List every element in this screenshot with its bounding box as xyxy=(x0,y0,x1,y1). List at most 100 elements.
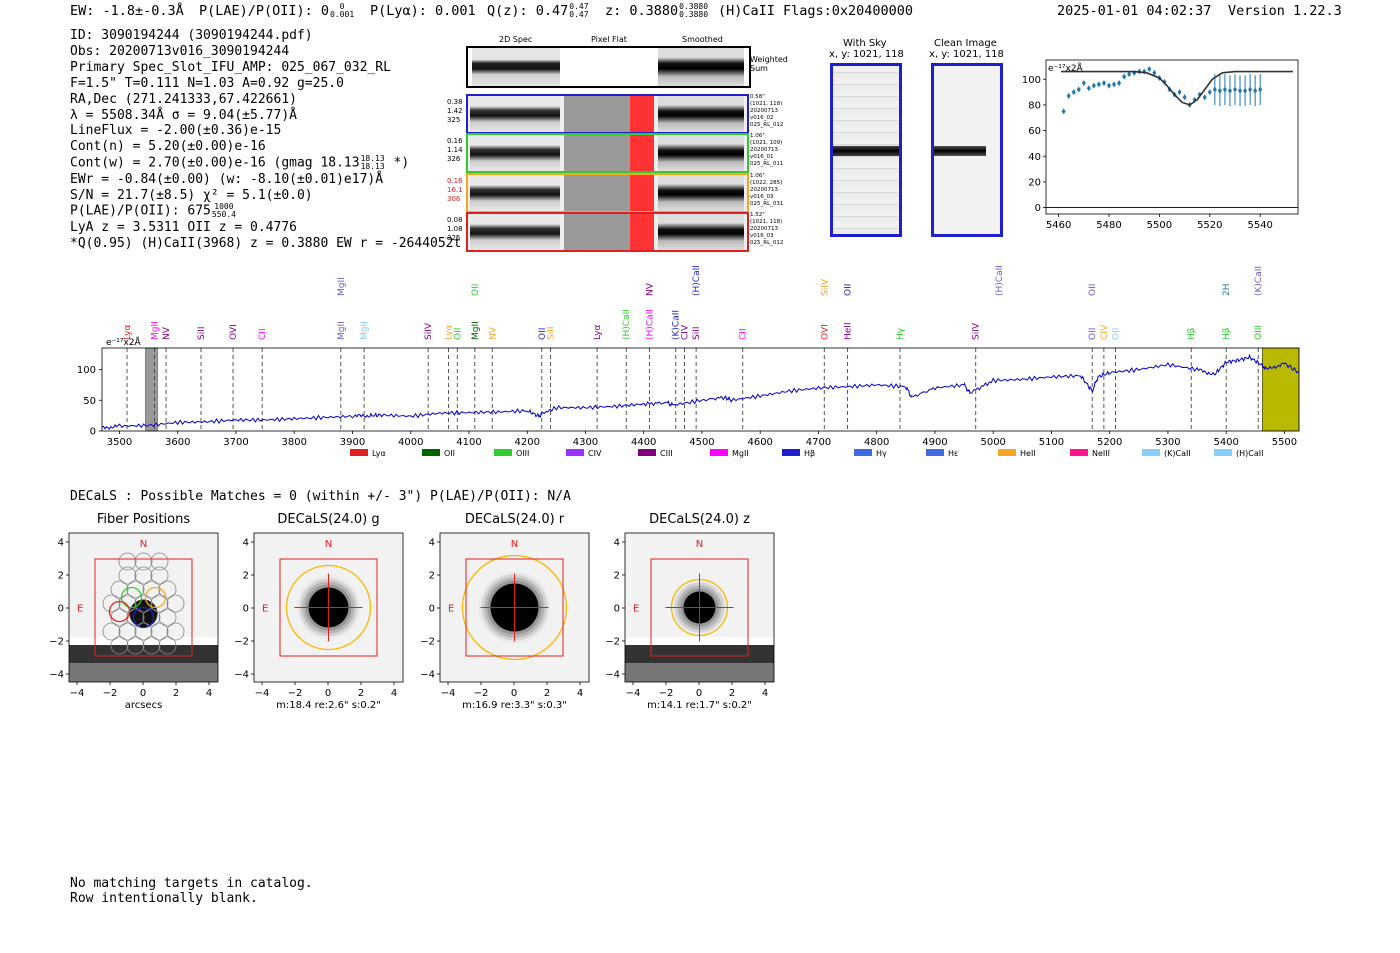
spectrum-legend-label: OIII xyxy=(516,449,529,458)
spectrum-upper-label: OII xyxy=(1088,284,1098,296)
thumbnail-box xyxy=(279,558,378,657)
spectrum-line-label: MgII xyxy=(337,321,347,340)
spectrum-upper-label: OII xyxy=(844,284,854,296)
spectrum-legend-label: CIII xyxy=(660,449,673,458)
cutout-row-2 xyxy=(466,133,749,173)
thumbnail-title: DECaLS(24.0) r xyxy=(464,512,565,527)
clean-image-coord: x, y: 1021, 118 xyxy=(929,49,1004,60)
cutout-row-3 xyxy=(466,173,749,213)
cutout-row-left-labels: 0.08 1.08 325 xyxy=(447,216,463,243)
zoom-ytick-label: 0 xyxy=(1035,203,1041,214)
thumbnail-east: E xyxy=(633,604,639,615)
thumbnail-ytick-label: 0 xyxy=(614,604,620,615)
zoom-point xyxy=(1061,108,1066,115)
cutout-row-4 xyxy=(466,212,749,252)
spectrum-line-label: MgII xyxy=(150,321,160,340)
spectrum-legend-swatch xyxy=(1070,449,1088,456)
cutout-row-right-labels: 1.06" (1022, 285) 20200713 v016_03 025_RL_03… xyxy=(750,173,783,208)
zoom-chart-scale: e⁻¹⁷x2Å xyxy=(1048,62,1084,74)
info-contw-end: *) xyxy=(393,155,410,171)
info-plae-sub: 550.4 xyxy=(211,210,236,220)
fiber-position xyxy=(158,580,177,599)
header-qz-label: Q(z): 0.47 xyxy=(487,3,569,19)
header-plae-sub: 0.001 xyxy=(330,10,355,19)
cutout-row-2dspec xyxy=(470,96,560,132)
zoom-point xyxy=(1096,81,1101,88)
thumbnail-artifact-band xyxy=(625,663,774,682)
thumbnail-xtick-label: −4 xyxy=(441,688,456,699)
cutout-left-value: 1.14 xyxy=(447,146,463,154)
zoom-ytick-label: 40 xyxy=(1028,152,1041,163)
thumbnail-4: N E −4 −4 −2 −2 0 0 2 2 4 4 m:14.1 re:1.7" s:0.2" xyxy=(605,532,775,711)
spectrum-xtick-label: 5500 xyxy=(1272,437,1297,448)
thumbnail-xtick-label: −4 xyxy=(626,688,641,699)
spectrum-legend-label: Lyα xyxy=(372,449,386,458)
info-plae: P(LAE)/P(OII): 675 1000 550.4 xyxy=(70,203,461,219)
zoom-point xyxy=(1222,86,1227,93)
spectrum-line-label: Hγ xyxy=(896,327,906,340)
fiber-highlight xyxy=(108,600,131,623)
fiber-position xyxy=(158,636,177,655)
cutout-row-2dspec xyxy=(470,135,560,171)
with-sky-coord: x, y: 1021, 118 xyxy=(829,49,904,60)
thumbnail-title: DECaLS(24.0) z xyxy=(649,512,750,527)
spectrum-xtick-label: 5100 xyxy=(1039,437,1064,448)
spectrum-legend-swatch xyxy=(782,449,800,456)
with-sky-image xyxy=(830,63,902,237)
fiber-position xyxy=(166,594,185,613)
spectrum-xtick-label: 5200 xyxy=(1097,437,1122,448)
fiber-position xyxy=(118,566,137,585)
spectrum-line-label: CIV xyxy=(680,324,690,340)
zoom-point xyxy=(1152,69,1157,76)
fiber-position xyxy=(126,580,145,599)
spectrum-upper-label: MgII xyxy=(337,277,347,296)
fiber-position xyxy=(142,636,161,655)
spectrum-upper-label: OII xyxy=(471,284,481,296)
spectrum-chart-frame xyxy=(101,347,1300,432)
cutout-right-value: 025_RL_031 xyxy=(750,201,784,207)
spectrum-xtick-label: 3700 xyxy=(223,437,248,448)
blank-row-text: Row intentionally blank. xyxy=(70,891,258,906)
info-primary: Primary Spec_Slot_IFU_AMP: 025_067_032_R… xyxy=(70,59,391,75)
info-contn: Cont(n) = 5.20(±0.00)e-16 xyxy=(70,139,266,155)
spectrum-legend-swatch xyxy=(1214,449,1232,456)
spectrum-legend-label: Hγ xyxy=(876,449,887,458)
spectrum-legend-swatch xyxy=(494,449,512,456)
spectrum-legend-label: OII xyxy=(444,449,455,458)
zoom-point xyxy=(1101,80,1106,87)
spectrum-line-label: OVI xyxy=(820,324,830,340)
thumbnail-ytick-label: 0 xyxy=(429,604,435,615)
thumbnail-ytick-label: 0 xyxy=(58,604,64,615)
thumbnail-ytick-label: 2 xyxy=(243,571,249,582)
header-version: Version 1.22.3 xyxy=(1228,3,1342,19)
info-contw: Cont(w) = 2.70(±0.00)e-16 (gmag 18.13 18.… xyxy=(70,155,461,171)
cutout-right-value: 20200713 xyxy=(750,226,778,232)
thumbnail-north: N xyxy=(696,539,703,550)
zoom-point xyxy=(1182,94,1187,101)
spectrum-line-label: OII xyxy=(1088,328,1098,340)
fiber-position xyxy=(118,622,137,641)
thumbnail-artifact-band xyxy=(625,645,774,663)
thumbnail-artifact-band xyxy=(69,637,218,645)
spectrum-xtick-label: 4600 xyxy=(747,437,772,448)
spectrum-line-label: SiIV xyxy=(424,322,434,340)
zoom-xtick-label: 5460 xyxy=(1046,220,1071,231)
zoom-xtick-label: 5540 xyxy=(1247,220,1272,231)
thumbnail-ytick-label: 4 xyxy=(429,538,435,549)
spectrum-xtick-label: 5000 xyxy=(980,437,1005,448)
zoom-ytick-label: 60 xyxy=(1028,126,1041,137)
thumbnail-xtick-label: 4 xyxy=(391,688,397,699)
fiber-position xyxy=(102,594,121,613)
header-qz-sup: 0.47 xyxy=(569,2,589,11)
spectrum-xtick-label: 5400 xyxy=(1213,437,1238,448)
cutout-left-value: 0.16 xyxy=(447,137,463,145)
zoom-chart-frame xyxy=(1045,59,1299,215)
cutout-row-2dspec xyxy=(470,175,560,211)
zoom-point xyxy=(1147,65,1152,72)
spectrum-legend-swatch xyxy=(638,449,656,456)
thumbnail-xtick-label: 2 xyxy=(173,688,179,699)
thumbnail-1: N E −4 −4 −2 −2 0 0 2 2 4 4 arcsecs xyxy=(49,532,219,711)
spectrum-upper-label: NV xyxy=(646,282,656,296)
info-contw-sup: 18.13 xyxy=(360,154,385,164)
